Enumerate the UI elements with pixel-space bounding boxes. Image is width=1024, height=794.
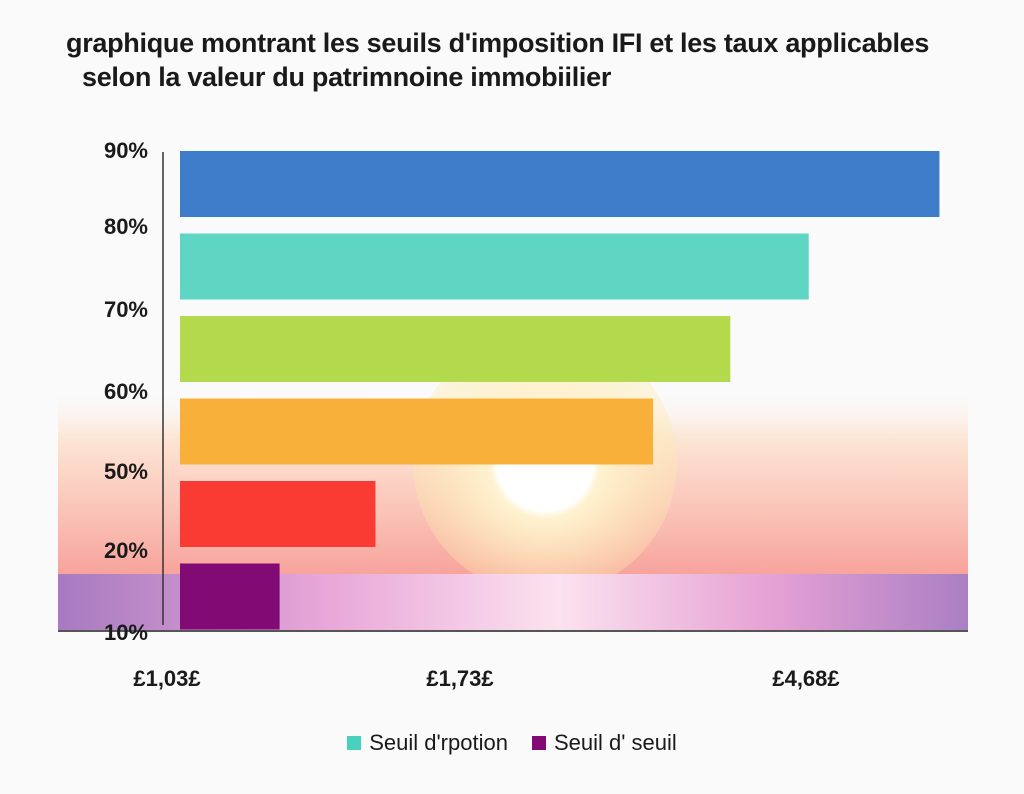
y-tick-label-80pct: 80% (104, 214, 148, 239)
legend-swatch-1 (531, 736, 546, 750)
x-tick-labels: £1,03£ £1,73£ £4,68£ (133, 666, 840, 691)
y-tick-label-10pct: 10% (104, 620, 148, 645)
legend-item-1: Seuil d' seuil (531, 730, 677, 756)
x-tick-label-1: £1,73£ (426, 666, 494, 691)
x-tick-label-0: £1,03£ (133, 666, 201, 691)
bar-50pct (180, 481, 376, 547)
y-tick-label-70pct: 70% (104, 297, 148, 322)
y-tick-label-20pct: 20% (104, 538, 148, 563)
legend-label-1: Seuil d' seuil (553, 730, 677, 755)
y-tick-label-60pct: 60% (104, 379, 148, 404)
bar-70pct (180, 316, 731, 382)
y-tick-label-90pct: 90% (104, 138, 148, 163)
chart-title-line-1: graphique montrant les seuils d'impositi… (66, 28, 930, 58)
bar-80pct (180, 233, 809, 300)
chart-title: graphique montrant les seuils d'impositi… (66, 26, 929, 94)
x-tick-label-2: £4,68£ (772, 666, 840, 691)
y-tick-labels: 90% 80% 70% 60% 50% 20% 10% (104, 138, 148, 645)
legend: Seuil d'rpotion Seuil d' seuil (0, 730, 1024, 756)
bars-group (180, 151, 940, 630)
legend-swatch-0 (347, 736, 362, 750)
y-tick-label-50pct: 50% (104, 459, 148, 484)
legend-item-0: Seuil d'rpotion (347, 730, 508, 756)
bar-90pct (180, 151, 940, 217)
bar-20pct (180, 563, 280, 630)
bar-60pct (180, 398, 654, 465)
legend-label-0: Seuil d'rpotion (369, 730, 508, 755)
chart-title-line-2: selon la valeur du patrimnoine immobiili… (82, 62, 612, 92)
